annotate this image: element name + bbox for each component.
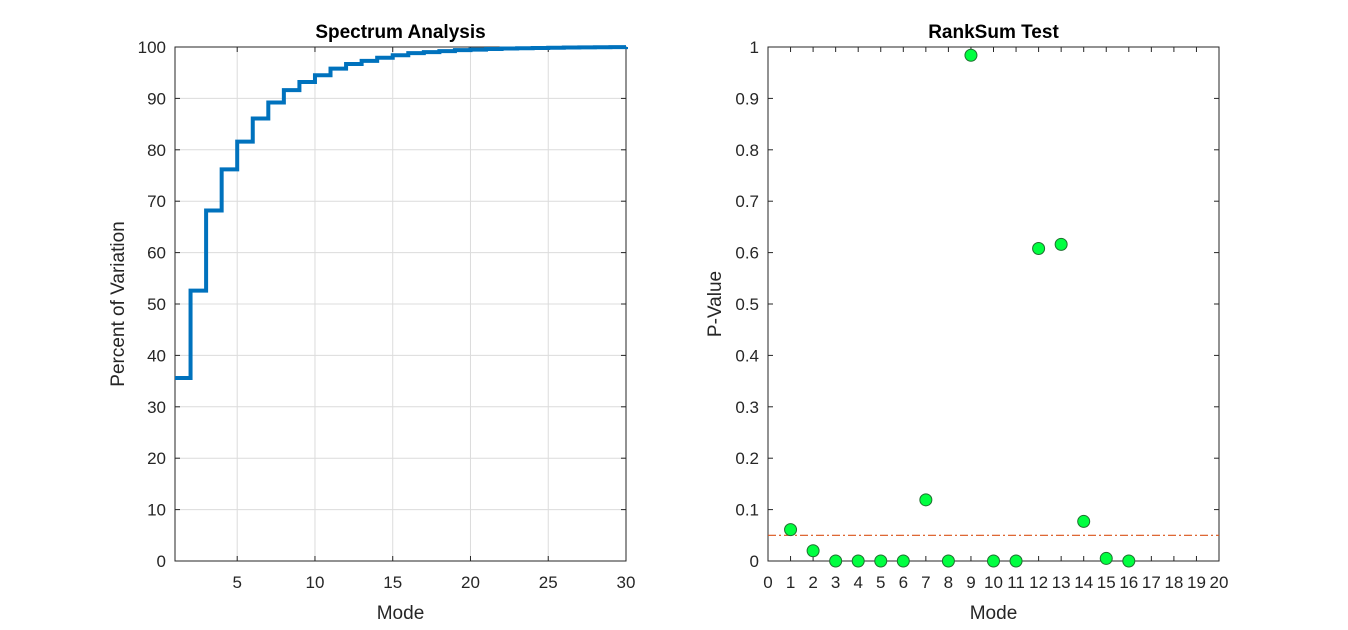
p-value-point	[987, 554, 1000, 568]
right-ticks: 0 1 2 3 4 5 6 7 8 9 10 11 12 13 14 15 16 17 18 19 2000.10.20…	[735, 38, 1228, 592]
left-y-axis-label: Percent of Variation	[108, 221, 129, 386]
p-value-point	[1122, 554, 1136, 568]
right-y-axis-label: P-Value	[705, 271, 726, 337]
p-value-point	[919, 493, 933, 507]
right-x-tick-label: 19	[1187, 573, 1206, 592]
p-value-point	[1054, 237, 1068, 251]
right-x-tick-label: 7	[921, 573, 930, 592]
right-y-tick-label: 0.7	[735, 192, 759, 211]
right-y-tick-label: 0.2	[735, 449, 759, 468]
right-y-tick-label: 0.1	[735, 501, 759, 520]
p-value-point	[941, 554, 955, 568]
right-x-tick-label: 15	[1097, 573, 1116, 592]
left-x-tick-label: 25	[539, 573, 558, 592]
left-y-tick-label: 10	[147, 501, 166, 520]
left-y-tick-label: 30	[147, 398, 166, 417]
right-y-tick-label: 0.8	[735, 141, 759, 160]
left-y-tick-label: 100	[138, 38, 166, 57]
p-value-point	[1009, 554, 1023, 568]
right-y-tick-label: 0.5	[735, 295, 759, 314]
right-x-tick-label: 8	[944, 573, 953, 592]
p-value-point	[1099, 551, 1113, 565]
right-x-tick-label: 13	[1052, 573, 1071, 592]
p-value-point	[1077, 514, 1091, 528]
right-x-tick-label: 0	[763, 573, 772, 592]
left-y-tick-label: 80	[147, 141, 166, 160]
left-stairs-line	[175, 45, 628, 381]
right-x-tick-label: 3	[831, 573, 840, 592]
left-x-tick-label: 30	[617, 573, 636, 592]
right-x-tick-label: 6	[899, 573, 908, 592]
right-x-tick-label: 9	[966, 573, 975, 592]
left-chart-title: Spectrum Analysis	[315, 22, 485, 43]
left-y-tick-label: 90	[147, 89, 166, 108]
p-value-point	[851, 554, 865, 568]
right-chart-title: RankSum Test	[928, 22, 1059, 43]
right-x-tick-label: 16	[1119, 573, 1138, 592]
right-x-tick-label: 11	[1007, 573, 1025, 592]
left-y-tick-label: 0	[157, 552, 166, 571]
left-ticks: 5 10 15 20 25 30 0 10 20 30 40 50 60 70 80 90 100	[138, 38, 636, 592]
p-value-point	[829, 554, 843, 568]
p-value-point	[1032, 241, 1046, 255]
right-x-tick-label: 1	[786, 573, 795, 592]
right-x-tick-label: 10	[984, 573, 1003, 592]
left-x-tick-label: 15	[383, 573, 402, 592]
p-value-point	[964, 48, 978, 62]
right-x-tick-label: 17	[1142, 573, 1161, 592]
left-x-tick-label: 20	[461, 573, 480, 592]
spectrum-analysis-panel: 5 10 15 20 25 30 0 10 20 30 40 50 60 70 80 90 100 Spectr…	[108, 22, 635, 624]
left-x-tick-label: 5	[232, 573, 241, 592]
left-x-tick-label: 10	[306, 573, 325, 592]
left-y-tick-label: 70	[147, 192, 166, 211]
right-y-tick-label: 0.6	[735, 244, 759, 263]
right-x-tick-label: 20	[1210, 573, 1229, 592]
right-y-tick-label: 0	[750, 552, 759, 571]
right-y-tick-label: 0.3	[735, 398, 759, 417]
right-x-tick-label: 2	[808, 573, 817, 592]
left-y-tick-label: 50	[147, 295, 166, 314]
right-y-tick-label: 0.9	[735, 89, 759, 108]
right-y-tick-label: 0.4	[735, 346, 759, 365]
p-value-point	[896, 554, 910, 568]
right-x-tick-label: 12	[1029, 573, 1048, 592]
left-y-tick-label: 20	[147, 449, 166, 468]
right-x-tick-label: 18	[1164, 573, 1183, 592]
ranksum-test-panel: 0 1 2 3 4 5 6 7 8 9 10 11 12 13 14 15 16 17 18 19 2000.10.20…	[705, 22, 1228, 624]
right-x-axis-label: Mode	[970, 603, 1018, 624]
right-series	[784, 48, 1136, 568]
p-value-point	[784, 523, 798, 537]
left-y-tick-label: 40	[147, 346, 166, 365]
left-y-tick-label: 60	[147, 244, 166, 263]
right-x-tick-label: 14	[1074, 573, 1093, 592]
right-x-tick-label: 5	[876, 573, 885, 592]
left-series	[175, 45, 628, 381]
right-y-tick-label: 1	[750, 38, 759, 57]
p-value-point	[874, 554, 888, 568]
left-x-axis-label: Mode	[377, 603, 425, 624]
p-value-point	[806, 544, 820, 558]
right-x-tick-label: 4	[853, 573, 862, 592]
